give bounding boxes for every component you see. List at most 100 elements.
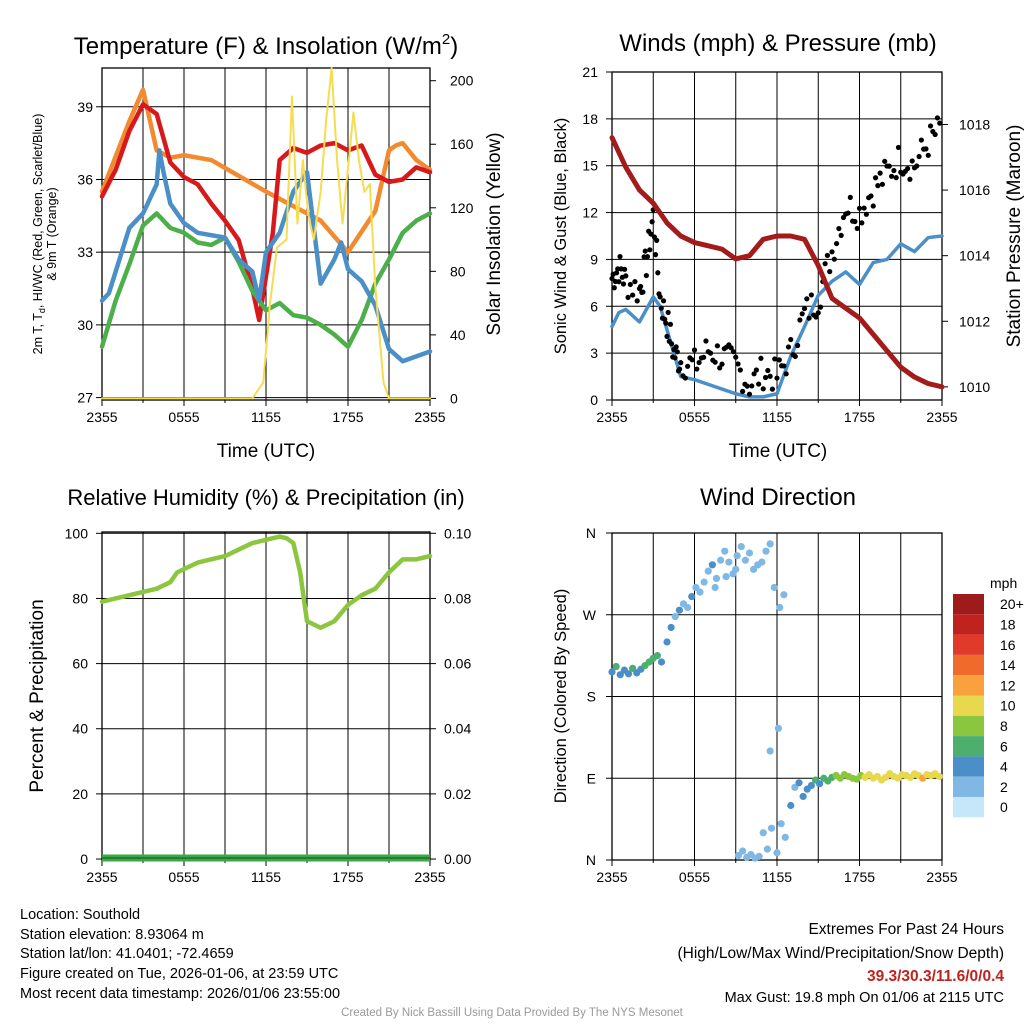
legend-swatch	[953, 715, 984, 737]
x-tick-label: 2355	[86, 409, 117, 425]
gust-point	[769, 386, 776, 392]
legend-label: 2	[1000, 779, 1008, 795]
gust-point	[673, 344, 679, 350]
direction-point	[776, 603, 784, 612]
x-tick-label: 2355	[414, 869, 445, 885]
x-tick-label: 1755	[844, 869, 875, 885]
direction-point	[624, 670, 633, 678]
gust-point	[678, 360, 684, 366]
gust-point	[859, 220, 865, 226]
direction-point	[663, 638, 671, 646]
gust-point	[806, 315, 812, 321]
y2-axis-label-text: Station Pressure (Maroon)	[1004, 125, 1024, 348]
direction-point	[799, 792, 807, 801]
y-tick-label: 18	[582, 111, 598, 127]
gust-point	[620, 281, 627, 287]
gust-point	[609, 275, 615, 282]
max-gust: Max Gust: 19.8 mph On 01/06 at 2115 UTC	[724, 990, 1004, 1006]
direction-point	[704, 567, 712, 575]
direction-point	[766, 747, 774, 755]
chart-title-tail: )	[450, 33, 458, 60]
direction-point	[612, 662, 620, 671]
gust-point	[623, 273, 629, 279]
gust-point	[868, 193, 874, 199]
legend-swatch	[953, 654, 984, 676]
gust-point	[914, 163, 920, 169]
direction-point	[759, 829, 767, 837]
x-tick-label: 1755	[332, 869, 363, 885]
gust-point	[719, 361, 725, 367]
y-axis-label-text: Direction (Colored By Speed)	[552, 589, 570, 804]
gust-point	[617, 253, 623, 260]
gust-point	[893, 175, 899, 181]
y-tick-label: 9	[590, 251, 598, 267]
y-tick-label: 36	[77, 171, 93, 187]
gust-point	[852, 218, 858, 225]
gust-point	[630, 292, 636, 298]
gust-point	[927, 123, 934, 129]
y-axis-label: Percent & Precipitation	[27, 599, 48, 792]
gust-point	[649, 219, 655, 225]
y2-tick-label: 0.04	[444, 721, 471, 737]
gust-point	[813, 314, 819, 320]
y-tick-label: E	[587, 770, 596, 786]
gust-point	[854, 225, 860, 232]
gust-point	[817, 304, 824, 310]
y2-tick-label: 40	[450, 327, 466, 343]
direction-point	[732, 565, 740, 573]
gust-point	[824, 252, 831, 259]
direction-point	[816, 780, 824, 788]
gust-point	[882, 158, 888, 164]
gust-point	[658, 305, 664, 311]
direction-point	[745, 549, 754, 557]
legend-label: 12	[1000, 677, 1016, 693]
gust-point	[737, 367, 743, 373]
direction-point	[774, 724, 782, 732]
legend-label: 14	[1000, 657, 1016, 673]
gust-point	[847, 194, 853, 200]
legend-label: 10	[1000, 698, 1016, 714]
gust-point	[667, 321, 674, 327]
y2-tick-label: 1010	[959, 379, 990, 395]
y-tick-label: W	[583, 607, 597, 623]
gust-point	[875, 183, 881, 189]
gust-point	[845, 210, 851, 216]
gust-point	[863, 211, 869, 217]
gust-point	[815, 310, 821, 316]
gust-point	[703, 338, 709, 344]
chart-title: Temperature (F) & Insolation (W/m2)	[74, 31, 458, 60]
chart-title: Winds (mph) & Pressure (mb)	[619, 30, 936, 57]
gust-point	[888, 173, 895, 179]
gust-point	[783, 371, 789, 377]
direction-point	[725, 558, 733, 566]
direction-point	[787, 801, 795, 810]
gust-point	[792, 353, 798, 360]
gust-point	[632, 279, 638, 285]
y-tick-label: 20	[72, 786, 88, 802]
gust-point	[760, 386, 766, 392]
gust-point	[689, 357, 695, 363]
direction-point	[773, 849, 781, 857]
y-axis-label-text: Sonic Wind & Gust (Blue, Black)	[552, 118, 570, 355]
y2-tick-label: 1014	[959, 248, 990, 264]
legend-label: 18	[1000, 616, 1016, 632]
gust-point	[923, 146, 929, 152]
gust-point	[799, 311, 805, 317]
y-tick-label: 3	[590, 345, 598, 361]
y-tick-label: 6	[590, 298, 598, 314]
y2-tick-label: 0	[450, 390, 458, 406]
y-axis-label-line2: & 9m T (Orange)	[45, 187, 59, 280]
gust-point	[674, 349, 680, 355]
gust-point	[774, 375, 780, 381]
y-tick-label: N	[586, 525, 596, 541]
gust-point	[654, 237, 660, 243]
gust-point	[634, 298, 640, 304]
gust-point	[694, 366, 700, 372]
x-tick-label: 1155	[251, 409, 281, 425]
y2-tick-label: 0.08	[444, 590, 471, 606]
station-location: Location: Southold	[20, 907, 141, 923]
direction-point	[758, 558, 766, 566]
gust-point	[918, 137, 924, 143]
legend-label: 0	[1000, 799, 1008, 815]
gust-point	[625, 294, 631, 301]
